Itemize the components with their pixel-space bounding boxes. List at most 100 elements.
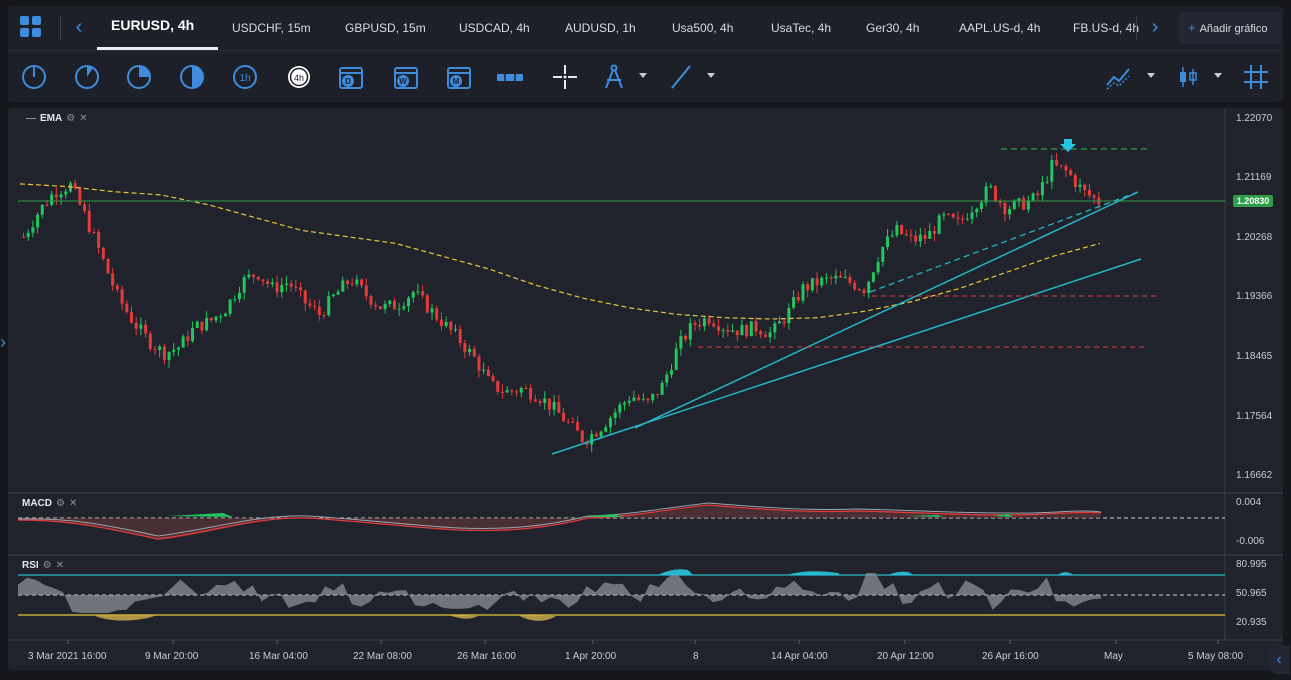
add-chart-button[interactable]: + Añadir gráfico bbox=[1178, 12, 1281, 44]
drawing-compass-icon[interactable] bbox=[600, 63, 628, 91]
tab-usatec[interactable]: UsaTec, 4h bbox=[771, 21, 832, 35]
chevron-down-icon[interactable] bbox=[639, 73, 647, 79]
5m-icon[interactable] bbox=[73, 63, 101, 91]
close-icon[interactable]: ✕ bbox=[55, 560, 65, 571]
day-calendar-icon[interactable]: D bbox=[337, 63, 365, 91]
tabs-scroll-right-icon[interactable]: › bbox=[1151, 16, 1159, 38]
candle bbox=[50, 194, 54, 206]
settings-icon[interactable]: ⚙ bbox=[56, 498, 65, 509]
candle bbox=[331, 294, 335, 297]
macd-axis-label: 0.004 bbox=[1236, 497, 1262, 508]
ema-legend[interactable]: — EMA ⚙ ✕ bbox=[26, 113, 88, 124]
candle bbox=[280, 284, 284, 293]
candle bbox=[299, 287, 303, 291]
candle bbox=[64, 191, 68, 195]
candle bbox=[31, 227, 35, 233]
price-axis-label: 1.18465 bbox=[1236, 351, 1273, 362]
candle bbox=[937, 215, 941, 234]
tab-aapl[interactable]: AAPL.US-d, 4h bbox=[959, 21, 1041, 35]
time-axis-label: 5 May 08:00 bbox=[1188, 651, 1244, 662]
month-calendar-icon[interactable]: M bbox=[445, 63, 473, 91]
close-icon[interactable]: ✕ bbox=[68, 498, 78, 509]
right-panel-toggle-icon[interactable]: ‹ bbox=[1268, 646, 1290, 674]
period-range-icon[interactable] bbox=[496, 63, 524, 91]
candle bbox=[214, 316, 218, 321]
support-dashed-line bbox=[869, 191, 1139, 293]
settings-icon[interactable]: ⚙ bbox=[66, 113, 76, 124]
candle bbox=[289, 283, 293, 287]
candle bbox=[491, 375, 495, 381]
candle bbox=[538, 401, 542, 403]
candle bbox=[106, 258, 110, 274]
candle bbox=[1073, 175, 1077, 187]
tab-fb[interactable]: FB.US-d, 4h bbox=[1073, 21, 1140, 35]
collapse-icon[interactable]: — bbox=[26, 113, 36, 124]
left-panel-toggle-icon[interactable]: › bbox=[0, 332, 6, 352]
rsi-axis-label: 80.995 bbox=[1236, 559, 1267, 570]
tab-usdcad[interactable]: USDCAD, 4h bbox=[459, 21, 530, 35]
candle bbox=[374, 304, 378, 307]
tab-eurusd[interactable]: EURUSD, 4h bbox=[111, 17, 195, 33]
candle bbox=[932, 231, 936, 234]
rsi-axis-label: 20.935 bbox=[1236, 617, 1267, 628]
1h-icon[interactable]: 1h bbox=[231, 63, 259, 91]
candle bbox=[22, 236, 25, 238]
chevron-down-icon[interactable] bbox=[707, 73, 715, 79]
chevron-down-icon[interactable] bbox=[1214, 73, 1222, 79]
close-icon[interactable]: ✕ bbox=[79, 113, 88, 124]
chart-panel[interactable]: — EMA ⚙ ✕ MACD ⚙ ✕ RSI ⚙ ✕ 1.22070 1.21169 1.20… bbox=[8, 108, 1283, 670]
30m-icon[interactable] bbox=[178, 63, 206, 91]
tab-gbpusd[interactable]: GBPUSD, 15m bbox=[345, 21, 426, 35]
tabs-scroll-left-icon[interactable]: ‹ bbox=[75, 16, 83, 38]
candle bbox=[627, 400, 631, 403]
rsi-legend[interactable]: RSI ⚙ ✕ bbox=[22, 560, 65, 571]
tab-ger30[interactable]: Ger30, 4h bbox=[866, 21, 920, 35]
candle bbox=[529, 388, 533, 400]
candle bbox=[275, 282, 279, 293]
candle bbox=[1008, 208, 1012, 215]
candle bbox=[655, 393, 659, 395]
line-tool-icon[interactable] bbox=[667, 63, 695, 91]
candle bbox=[543, 398, 547, 403]
price-chart-canvas[interactable] bbox=[8, 108, 1283, 670]
candle bbox=[54, 194, 58, 198]
indicators-icon[interactable] bbox=[1105, 63, 1133, 91]
crosshair-icon[interactable] bbox=[551, 63, 579, 91]
candle bbox=[78, 188, 82, 205]
divider bbox=[1136, 16, 1137, 40]
1m-icon[interactable] bbox=[20, 63, 48, 91]
chart-toolbar: 1h 4h D W M bbox=[8, 50, 1283, 102]
candle bbox=[327, 296, 331, 316]
candle bbox=[604, 427, 608, 432]
chart-tab-bar: ‹ EURUSD, 4h USDCHF, 15m GBPUSD, 15m USD… bbox=[8, 6, 1283, 50]
4h-icon[interactable]: 4h bbox=[285, 63, 313, 91]
15m-icon[interactable] bbox=[125, 63, 153, 91]
tab-audusd[interactable]: AUDUSD, 1h bbox=[565, 21, 636, 35]
candle bbox=[435, 308, 439, 320]
candle bbox=[308, 303, 312, 306]
candle bbox=[59, 194, 63, 198]
settings-icon[interactable]: ⚙ bbox=[42, 560, 52, 571]
signal-arrow-icon[interactable] bbox=[1060, 139, 1076, 152]
tab-usa500[interactable]: Usa500, 4h bbox=[672, 21, 734, 35]
candle bbox=[890, 235, 894, 237]
chevron-down-icon[interactable] bbox=[1147, 73, 1155, 79]
macd-legend[interactable]: MACD ⚙ ✕ bbox=[22, 498, 78, 509]
candle bbox=[787, 307, 791, 324]
candle bbox=[928, 231, 932, 239]
layout-grid-icon[interactable] bbox=[20, 16, 42, 38]
candlestick-type-icon[interactable] bbox=[1174, 63, 1202, 91]
candle bbox=[111, 273, 115, 286]
candlestick-series bbox=[22, 152, 1101, 453]
grid-toggle-icon[interactable] bbox=[1242, 63, 1270, 91]
price-axis-label: 1.20268 bbox=[1236, 232, 1273, 243]
candle bbox=[970, 212, 974, 219]
candle bbox=[693, 323, 697, 325]
candle bbox=[139, 324, 143, 329]
candle bbox=[965, 218, 969, 220]
week-calendar-icon[interactable]: W bbox=[392, 63, 420, 91]
candle bbox=[961, 218, 965, 220]
candle bbox=[900, 225, 904, 235]
tab-usdchf[interactable]: USDCHF, 15m bbox=[232, 21, 311, 35]
candle bbox=[895, 225, 899, 236]
